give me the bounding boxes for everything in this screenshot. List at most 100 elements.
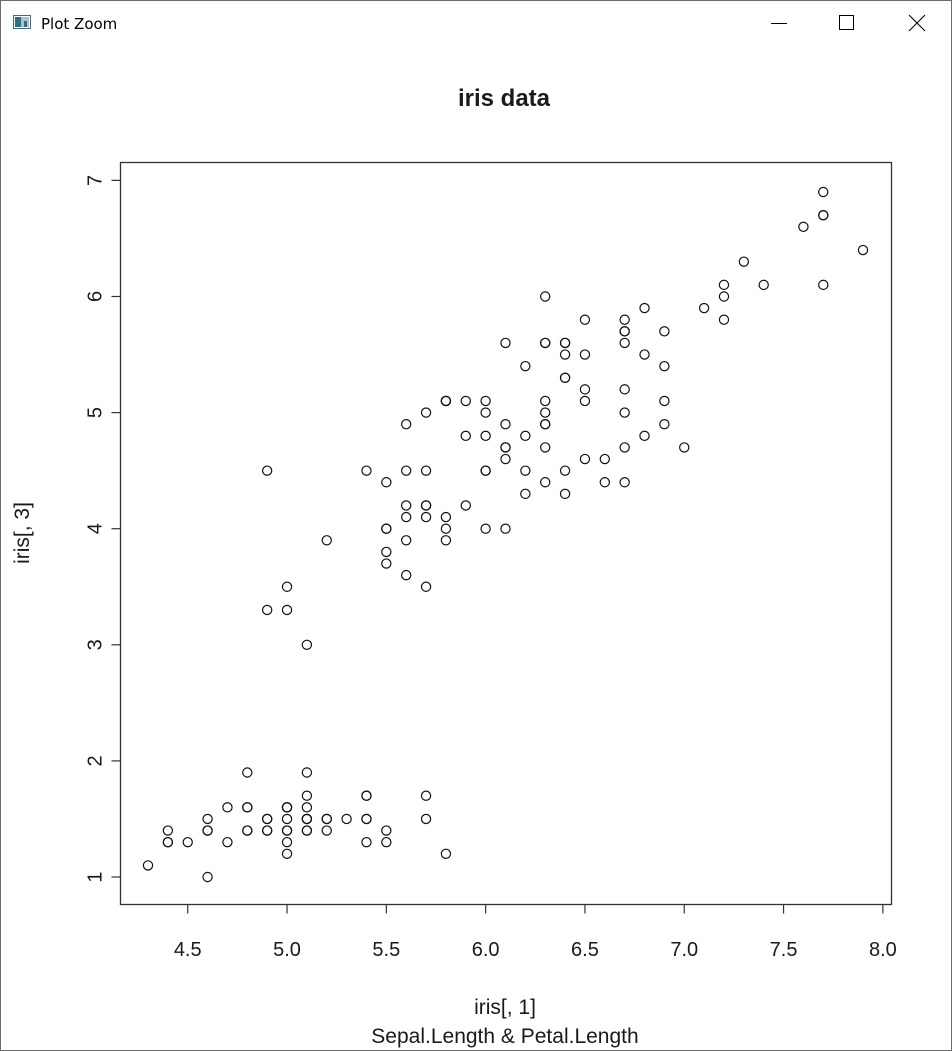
data-point	[281, 802, 293, 813]
data-point	[619, 384, 630, 395]
data-point	[579, 395, 591, 407]
data-point	[361, 836, 372, 848]
data-point	[480, 395, 491, 407]
data-point	[281, 825, 293, 836]
data-point	[400, 535, 412, 546]
data-point	[500, 453, 511, 465]
data-point	[619, 442, 630, 453]
data-point	[222, 802, 233, 813]
data-point	[400, 419, 412, 430]
close-button[interactable]	[890, 1, 936, 47]
data-point	[540, 395, 551, 407]
window-title: Plot Zoom	[41, 15, 118, 33]
x-tick-label: 7.0	[670, 939, 698, 961]
data-point	[381, 546, 392, 558]
data-point	[619, 314, 630, 325]
y-tick-label: 3	[85, 639, 107, 650]
data-point	[520, 360, 531, 372]
data-point	[440, 511, 452, 523]
data-point	[520, 430, 531, 442]
data-point	[818, 186, 829, 198]
data-point	[420, 790, 432, 801]
data-point	[242, 802, 253, 813]
plot-area: iris data 4.5 5.0 5.5 6.0 6.5 7.0 7.5 8.0 1 2 3 4 5…	[1, 47, 951, 1050]
data-point	[281, 836, 293, 848]
data-point	[381, 558, 392, 569]
x-tick-label: 7.5	[770, 939, 798, 961]
data-point	[698, 302, 710, 314]
scatter-plot: iris data 4.5 5.0 5.5 6.0 6.5 7.0 7.5 8.0 1 2 3 4 5…	[11, 85, 897, 1048]
data-point	[440, 535, 452, 546]
data-point	[400, 511, 412, 523]
data-point	[619, 477, 630, 488]
data-point	[142, 860, 154, 871]
data-point	[659, 395, 670, 407]
close-icon	[908, 14, 926, 32]
chart-title: iris data	[458, 85, 551, 112]
data-point	[222, 836, 233, 848]
data-point	[261, 604, 273, 616]
data-point	[480, 465, 491, 476]
title-bar[interactable]: Plot Zoom	[1, 1, 951, 47]
y-tick-label: 4	[85, 523, 107, 534]
data-point	[818, 210, 829, 221]
data-point	[400, 569, 412, 581]
x-tick-label: 6.0	[472, 939, 500, 961]
data-point	[579, 314, 591, 325]
data-point	[281, 604, 293, 616]
data-point	[659, 419, 670, 430]
data-point	[619, 326, 630, 337]
maximize-button[interactable]	[822, 1, 868, 47]
data-point	[718, 291, 730, 302]
data-point	[718, 314, 730, 325]
data-point	[301, 825, 313, 836]
maximize-icon	[839, 15, 854, 30]
data-point	[182, 836, 193, 848]
data-point	[540, 477, 551, 488]
data-point	[420, 511, 432, 523]
data-point	[400, 465, 412, 476]
x-axis: 4.5 5.0 5.5 6.0 6.5 7.0 7.5 8.0	[174, 904, 897, 961]
data-point	[857, 244, 869, 256]
data-point	[738, 256, 750, 267]
data-point	[301, 813, 313, 825]
data-point	[460, 395, 471, 407]
data-point	[480, 407, 491, 418]
y-tick-label: 6	[85, 291, 107, 302]
data-point	[639, 430, 650, 442]
data-point	[321, 535, 332, 546]
y-axis: 1 2 3 4 5 6 7	[85, 175, 121, 883]
y-axis-label: iris[, 3]	[11, 502, 34, 564]
data-point	[599, 477, 611, 488]
data-point	[281, 581, 293, 592]
data-point	[281, 813, 293, 825]
x-tick-label: 6.5	[571, 939, 599, 961]
data-point	[321, 813, 332, 825]
data-point	[480, 523, 491, 534]
app-icon	[13, 15, 31, 29]
data-point	[261, 465, 273, 476]
data-point	[500, 523, 511, 534]
data-point	[559, 349, 571, 360]
data-point	[500, 419, 511, 430]
data-point	[579, 384, 591, 395]
data-point	[420, 813, 432, 825]
data-point	[420, 465, 432, 476]
x-tick-label: 4.5	[174, 939, 202, 961]
data-point	[261, 825, 273, 836]
data-point	[540, 442, 551, 453]
data-point	[242, 767, 253, 778]
data-point	[818, 279, 829, 291]
data-point	[301, 639, 313, 650]
data-point	[540, 291, 551, 302]
data-point	[420, 407, 432, 418]
data-point	[798, 221, 809, 233]
data-point	[500, 442, 511, 453]
data-point	[420, 581, 432, 592]
data-point	[361, 813, 372, 825]
data-point	[420, 500, 432, 511]
data-point	[659, 360, 670, 372]
minimize-button[interactable]	[756, 1, 802, 47]
data-point	[599, 453, 611, 465]
